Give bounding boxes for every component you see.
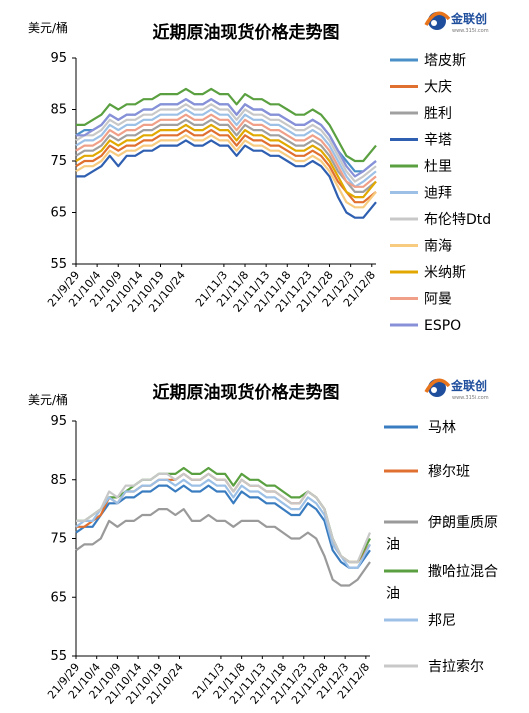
chart-1: 近期原油现货价格走势图美元/桶958575655521/9/2921/10/42…	[28, 20, 491, 334]
legend-item: 撒哈拉混合油	[384, 564, 498, 602]
series-line-11	[76, 98, 377, 178]
y-tick-label: 85	[50, 473, 67, 488]
legend-label: 伊朗重质原油	[386, 515, 498, 553]
legend-item: 穆尔班	[384, 464, 470, 480]
legend-item: 迪拜	[390, 186, 452, 202]
brand-logo: 金联创 www.315i.com	[424, 378, 489, 401]
series-line-8	[75, 134, 377, 209]
legend-label: 胜利	[424, 106, 452, 122]
y-tick-label: 65	[50, 590, 67, 605]
legend-item: 杜里	[390, 159, 452, 175]
y-axis-label: 美元/桶	[28, 20, 68, 35]
series-line-6	[76, 472, 372, 564]
legend-item: 邦尼	[384, 613, 456, 629]
logo-name: 金联创	[450, 11, 487, 26]
legend-label: 南海	[424, 239, 452, 255]
logo-name: 金联创	[450, 378, 487, 393]
legend-item: 阿曼	[390, 292, 452, 308]
logo-dot-icon	[431, 20, 437, 26]
y-tick-label: 55	[50, 257, 67, 272]
legend-item: ESPO	[390, 318, 461, 334]
logo-url: www.315i.com	[452, 395, 489, 401]
legend-label: 布伦特Dtd	[424, 212, 491, 228]
legend-label: 阿曼	[424, 292, 452, 308]
y-tick-label: 65	[50, 206, 67, 221]
series-line-5	[75, 478, 371, 570]
logo-swoosh-icon	[424, 11, 451, 26]
series-line-7	[75, 103, 377, 183]
chart-2: 近期原油现货价格走势图美元/桶958575655521/9/2921/10/42…	[28, 382, 498, 707]
legend-label: 杜里	[424, 159, 452, 175]
legend-item: 伊朗重质原油	[384, 515, 498, 553]
legend-label: ESPO	[424, 318, 461, 334]
brand-logo: 金联创 www.315i.com	[424, 11, 489, 34]
logo-dot-icon	[431, 387, 437, 393]
y-tick-label: 75	[50, 532, 67, 547]
series-line-9	[75, 123, 377, 199]
legend-label: 迪拜	[424, 186, 452, 202]
y-tick-label: 95	[50, 51, 67, 66]
legend-label: 吉拉索尔	[428, 658, 484, 675]
series-line-3	[75, 508, 371, 587]
logo-swoosh-icon	[424, 378, 451, 393]
legend-label: 塔皮斯	[424, 53, 466, 69]
legend-item: 吉拉索尔	[384, 658, 484, 675]
legend-item: 米纳斯	[390, 265, 466, 281]
legend-item: 胜利	[390, 106, 452, 122]
series-line-2	[75, 129, 377, 204]
legend-item: 南海	[390, 239, 452, 255]
legend-label: 马林	[428, 420, 456, 436]
y-tick-label: 95	[50, 414, 67, 429]
legend-label: 米纳斯	[424, 265, 466, 281]
series-line-5	[76, 87, 377, 163]
legend-item: 塔皮斯	[390, 53, 466, 69]
series-line-10	[75, 113, 377, 188]
y-tick-label: 75	[50, 154, 67, 169]
series-line-6	[75, 108, 377, 188]
legend-label: 穆尔班	[428, 464, 470, 480]
y-axis-label: 美元/桶	[28, 392, 68, 407]
chart-title: 近期原油现货价格走势图	[153, 382, 340, 403]
series-line-3	[75, 118, 377, 193]
series-line-4	[76, 139, 377, 219]
series-line-1	[75, 484, 371, 570]
logo-url: www.315i.com	[452, 28, 489, 34]
legend-item: 辛塔	[390, 133, 452, 149]
legend-label: 邦尼	[428, 613, 456, 629]
legend-label: 撒哈拉混合油	[386, 564, 498, 602]
legend-item: 大庆	[390, 80, 452, 96]
y-tick-label: 85	[50, 103, 67, 118]
legend-label: 辛塔	[424, 133, 452, 149]
legend-item: 布伦特Dtd	[390, 212, 491, 228]
y-tick-label: 55	[50, 649, 67, 664]
chart-title: 近期原油现货价格走势图	[153, 22, 340, 43]
legend-label: 大庆	[424, 80, 452, 96]
legend-item: 马林	[384, 420, 456, 436]
